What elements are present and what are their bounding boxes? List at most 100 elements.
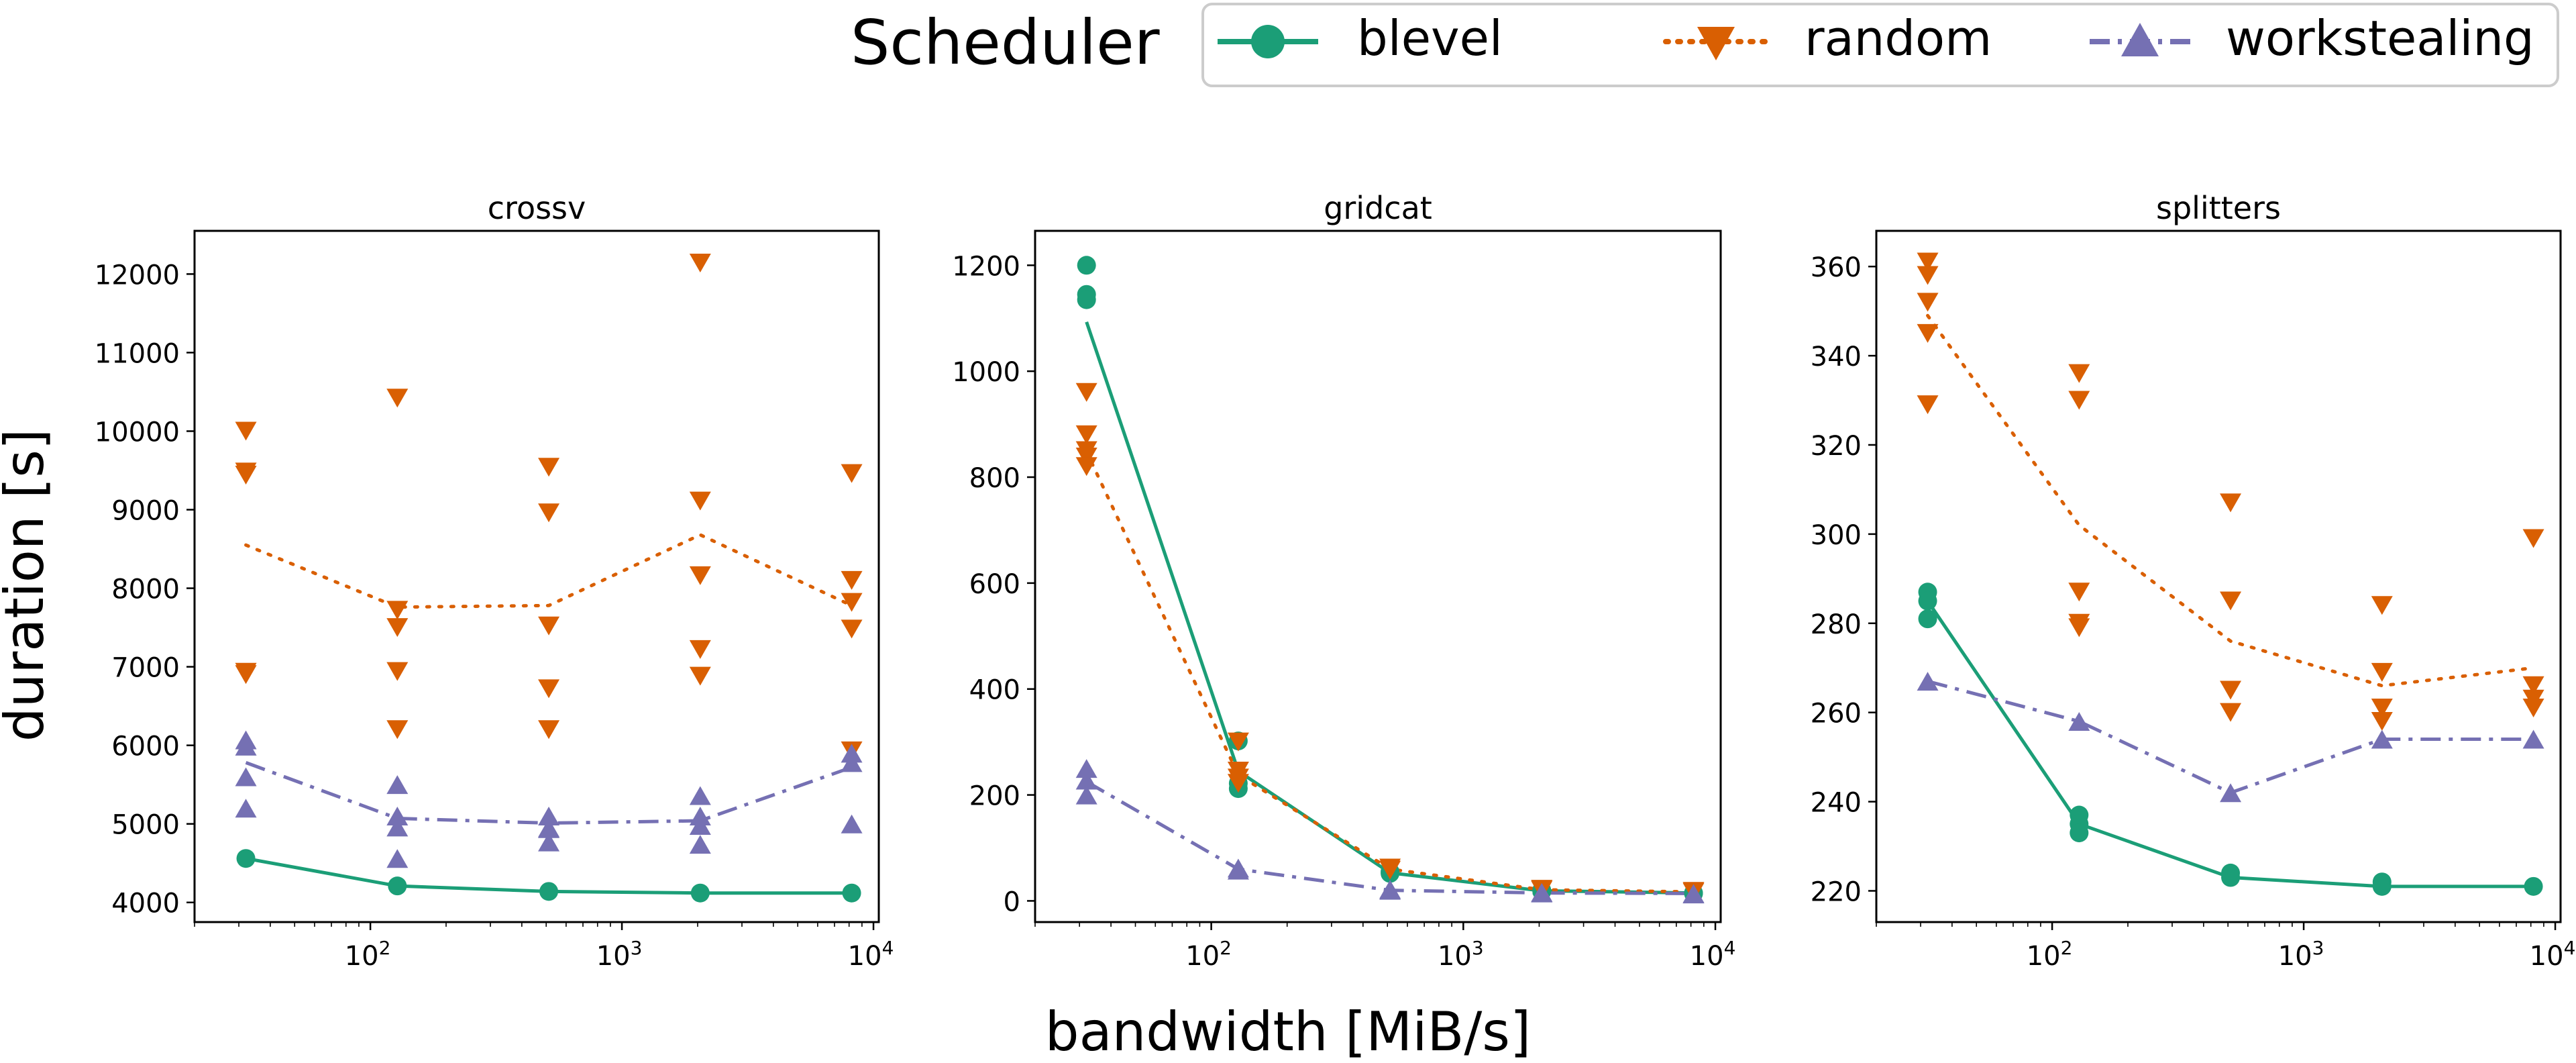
point-workstealing [1379,880,1401,900]
panel-splitters: splitters 220 240 260 280 300 320 340 360 102 103 1… [1811,190,2576,972]
point-random [538,720,560,740]
point-blevel [1918,591,1937,611]
point-random [538,679,560,699]
mean-line-blevel [1085,321,1694,895]
point-random [386,618,409,638]
point-workstealing [841,744,863,763]
point-random [1075,457,1097,476]
point-random [2371,711,2393,731]
x-tick-label: 104 [1690,937,1736,972]
y-tick-label: 400 [969,675,1020,706]
point-random [1917,323,1939,343]
y-tick-label: 240 [1811,788,1862,819]
point-workstealing [1917,672,1939,691]
point-workstealing [1682,884,1705,904]
point-blevel [539,882,559,901]
axes-frame [1875,230,2562,923]
point-random [386,601,409,620]
point-random [841,464,863,483]
point-random [1917,252,1939,272]
y-tick-label: 300 [1811,520,1862,551]
mean-line-blevel [1926,600,2534,889]
point-random [1917,395,1939,415]
panel-crossv: crossv 4000 5000 6000 7000 8000 9000 10000 11000… [95,190,894,972]
y-tick-label: 220 [1811,876,1862,907]
point-blevel [1077,290,1096,309]
point-random [1227,774,1249,793]
point-workstealing [1075,770,1097,790]
point-workstealing [689,816,711,836]
point-workstealing [1075,785,1097,805]
point-workstealing [386,817,409,837]
point-workstealing [1531,883,1553,903]
point-workstealing [689,835,711,854]
point-workstealing [235,799,257,818]
point-blevel [842,883,861,903]
x-tick-label: 104 [848,937,894,972]
x-tick-label: 102 [2027,937,2073,972]
y-tick-label: 7000 [111,653,180,684]
point-random [2522,699,2544,718]
y-axis-label: duration [s] [0,429,56,742]
legend-label-blevel: blevel [1357,10,1503,66]
x-axis-label: bandwidth [MiB/s] [1045,1001,1531,1063]
point-workstealing [386,806,409,825]
point-workstealing [235,736,257,756]
point-blevel [690,883,710,903]
panel-title: gridcat [1324,190,1432,226]
point-workstealing [2068,711,2090,731]
point-random [235,421,257,441]
y-tick-label: 320 [1811,431,1862,462]
point-random [841,619,863,639]
y-tick-label: 9000 [111,496,180,527]
legend-marker-workstealing [2121,23,2159,56]
point-random [2068,583,2090,602]
point-random [235,665,257,685]
point-random [841,593,863,612]
legend-label-workstealing: workstealing [2226,10,2534,66]
point-blevel [1077,256,1096,275]
point-random [2220,591,2242,611]
y-tick-label: 12000 [95,260,180,291]
legend-entry-workstealing: workstealing [2090,10,2534,66]
point-random [2522,529,2544,548]
point-workstealing [538,832,560,852]
point-random [689,253,711,272]
point-random [2371,596,2393,615]
y-tick-label: 360 [1811,252,1862,283]
x-tick-label: 103 [2278,937,2324,972]
y-tick-label: 1200 [952,251,1020,282]
point-blevel [2070,823,2089,843]
point-random [2220,493,2242,513]
panel-gridcat: gridcat 0 200 400 600 800 1000 1200 102 103 104 [952,190,1735,972]
point-workstealing [689,786,711,805]
point-workstealing [689,806,711,825]
y-tick-label: 600 [969,569,1020,600]
mean-line-random [244,533,854,609]
x-tick-label: 103 [596,937,643,972]
mean-line-random [1926,313,2536,688]
y-tick-label: 5000 [111,810,180,841]
legend-title: Scheduler [851,7,1160,79]
point-workstealing [235,767,257,787]
y-tick-label: 200 [969,781,1020,812]
legend-frame [1201,3,2559,87]
legend-marker-random [1697,27,1735,60]
legend-label-random: random [1805,10,1992,66]
point-random [689,640,711,659]
point-blevel [236,849,256,868]
y-tick-label: 8000 [111,574,180,605]
x-tick-label: 103 [1438,937,1484,972]
point-random [1075,383,1097,402]
y-tick-label: 10000 [95,417,180,448]
x-tick-label: 104 [2530,937,2576,972]
point-random [235,466,257,485]
point-random [689,566,711,585]
point-workstealing [386,775,409,795]
point-workstealing [1075,759,1097,778]
point-workstealing [538,806,560,825]
axes-frame [1034,230,1722,923]
y-tick-label: 11000 [95,338,180,369]
point-random [538,503,560,523]
